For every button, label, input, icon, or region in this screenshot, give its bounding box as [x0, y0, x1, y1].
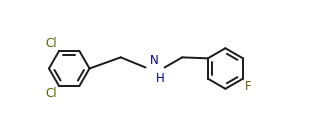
- Text: F: F: [245, 80, 251, 93]
- Text: Cl: Cl: [45, 37, 57, 50]
- Text: Cl: Cl: [45, 87, 57, 100]
- Text: H: H: [156, 72, 164, 85]
- Text: N: N: [150, 54, 159, 66]
